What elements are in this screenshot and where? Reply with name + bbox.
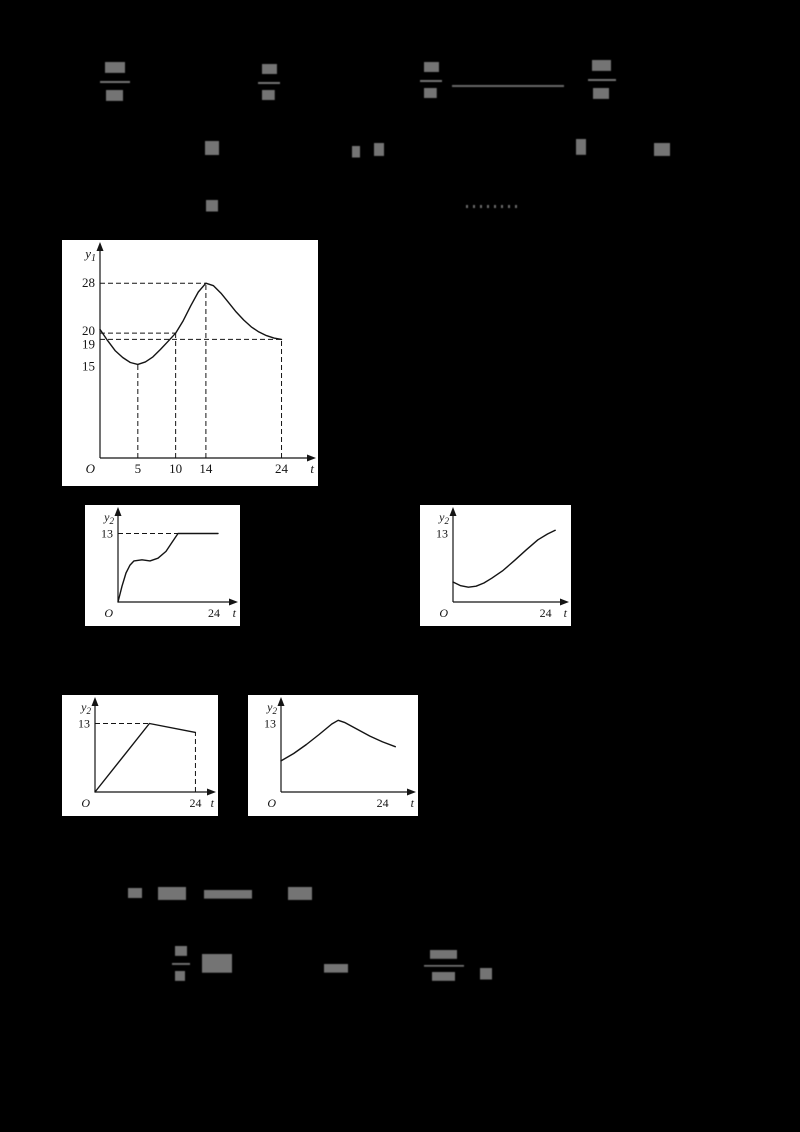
faint-text-fragment	[158, 884, 186, 902]
svg-text:y1: y1	[83, 246, 96, 264]
svg-text:13: 13	[101, 526, 113, 540]
svg-text:y2: y2	[80, 700, 91, 716]
svg-text:t: t	[564, 606, 568, 620]
svg-text:y2: y2	[266, 700, 277, 716]
faint-text-fragment	[324, 962, 348, 974]
faint-math-fragment	[258, 62, 280, 102]
svg-text:13: 13	[264, 716, 276, 730]
y2-option-dip-then-rise-svg: 24 13 O t y2	[436, 507, 569, 620]
faint-math-fragment	[100, 60, 130, 102]
svg-text:t: t	[211, 796, 215, 810]
svg-text:5: 5	[135, 461, 142, 476]
y2-option-rise-then-constant-svg: 24 13 O t y2	[101, 507, 238, 620]
faint-text-fragment	[204, 888, 252, 900]
svg-text:24: 24	[275, 461, 289, 476]
svg-text:15: 15	[82, 358, 95, 373]
svg-text:19: 19	[82, 336, 95, 351]
faint-text-fragment	[288, 884, 312, 902]
y2-option-hump-svg: 24 13 O t y2	[264, 697, 416, 810]
faint-math-fragment	[424, 948, 464, 982]
faint-text-fragment	[576, 136, 586, 158]
svg-text:t: t	[411, 796, 415, 810]
svg-text:t: t	[310, 461, 314, 476]
svg-text:y2: y2	[438, 510, 449, 526]
faint-text-fragment	[480, 966, 492, 982]
faint-text-fragment	[128, 886, 142, 900]
svg-text:O: O	[267, 796, 276, 810]
svg-text:24: 24	[377, 796, 389, 810]
svg-text:10: 10	[169, 461, 182, 476]
svg-text:O: O	[104, 606, 113, 620]
faint-text-fragment	[202, 950, 232, 976]
svg-text:t: t	[233, 606, 237, 620]
svg-text:24: 24	[208, 606, 220, 620]
svg-text:28: 28	[82, 275, 95, 290]
faint-math-fragment	[420, 60, 442, 100]
faint-text-fragment	[654, 140, 670, 158]
faint-math-fragment	[172, 944, 190, 982]
svg-text:O: O	[81, 796, 90, 810]
svg-text:14: 14	[199, 461, 213, 476]
svg-text:20: 20	[82, 323, 95, 338]
svg-text:24: 24	[540, 606, 552, 620]
faint-text-fragment	[352, 144, 360, 160]
faint-text-fragment	[205, 138, 219, 158]
svg-text:O: O	[439, 606, 448, 620]
svg-text:y2: y2	[103, 510, 114, 526]
svg-text:13: 13	[78, 716, 90, 730]
faint-math-fragment	[588, 58, 616, 100]
y2-option-linear-rise-then-fall-svg: 24 13 O t y2	[78, 697, 216, 810]
faint-rule-fragment	[452, 84, 564, 88]
faint-text-fragment	[206, 198, 218, 214]
svg-text:24: 24	[189, 796, 201, 810]
svg-text:13: 13	[436, 526, 448, 540]
faint-text-fragment	[374, 140, 384, 158]
faint-dots-fragment	[466, 200, 518, 212]
svg-text:O: O	[86, 461, 96, 476]
